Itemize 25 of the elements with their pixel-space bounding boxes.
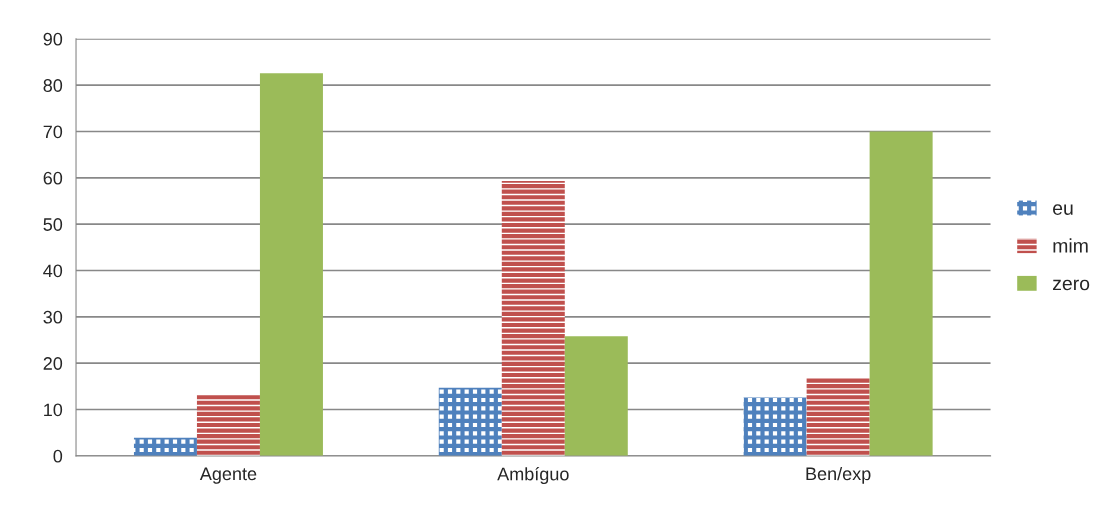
bar [438, 387, 502, 456]
x-tick-label: Ben/exp [806, 466, 871, 484]
legend-label: zero [1052, 279, 1090, 291]
legend-label: eu [1053, 204, 1073, 215]
y-tick-label: 60 [43, 171, 63, 185]
y-tick-label: 30 [43, 310, 63, 324]
bar [133, 437, 197, 456]
bar [501, 181, 565, 456]
bar [869, 131, 933, 456]
y-tick-label: 20 [43, 357, 63, 370]
y-tick-label: 80 [43, 79, 63, 92]
x-tick-label: Ambíguo [497, 466, 569, 484]
y-tick-label: 70 [43, 125, 63, 139]
bar [743, 397, 807, 456]
legend-label: mim [1053, 238, 1088, 253]
y-tick-label: 50 [43, 218, 63, 231]
y-tick-label: 90 [43, 32, 63, 46]
y-tick-label: 40 [43, 264, 63, 278]
bar [806, 378, 870, 456]
bar [259, 73, 323, 456]
x-tick-label: Agente [199, 467, 257, 484]
y-tick-label: 10 [44, 403, 63, 417]
y-tick-label: 0 [53, 449, 63, 463]
bar [196, 394, 260, 456]
bar [564, 336, 628, 456]
